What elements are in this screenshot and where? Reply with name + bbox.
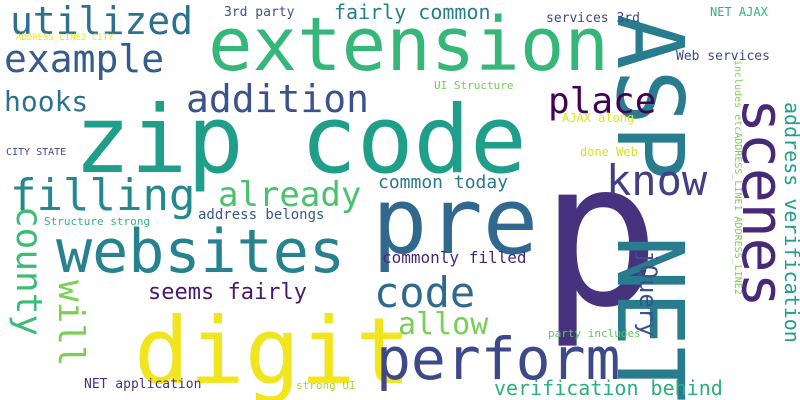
word-address-line2-city: ADDRESS_LINE2 CITY — [16, 33, 114, 43]
word-perform: perform — [376, 325, 621, 393]
word-websites: websites — [56, 217, 345, 287]
word-county: county — [8, 206, 49, 337]
word-digit: digit — [134, 298, 411, 400]
word-city-state: CITY STATE — [6, 147, 67, 158]
word-extension: extension — [208, 2, 609, 88]
word-services-3rd: services 3rd — [546, 11, 640, 26]
word-pre: pre — [372, 168, 539, 275]
word-includes-address-lines: includes etcADDRESS_LINE1 ADDRESS_LINE2 — [732, 60, 743, 295]
word-address-belongs: address belongs — [198, 207, 325, 223]
word-p: p — [540, 119, 661, 352]
word-allow: allow — [398, 307, 489, 342]
word-know: know — [606, 156, 708, 205]
word-strong-ui: strong UI — [296, 379, 356, 392]
word-ui-structure: UI Structure — [434, 79, 514, 92]
word-address-verification: address verification — [780, 102, 800, 343]
word-will: will — [50, 280, 91, 367]
word-common-today: common today — [378, 172, 509, 193]
word-addition: addition — [186, 77, 370, 121]
word-fairly-common: fairly common — [334, 0, 491, 24]
word-hooks: hooks — [4, 85, 89, 118]
word-web-services: Web services — [676, 49, 770, 64]
word-already: already — [218, 175, 362, 215]
word-party-includes: party includes — [548, 327, 641, 340]
word-utilized: utilized — [10, 0, 194, 43]
word-commonly-filled: commonly filled — [382, 248, 527, 267]
word-example: example — [4, 37, 165, 81]
word-structure-strong: Structure strong — [44, 215, 150, 228]
word-done-web: done Web — [580, 145, 638, 159]
word-place: place — [548, 81, 657, 122]
word-filling: filling — [10, 170, 196, 221]
word-net-ajax: NET AJAX — [710, 5, 768, 19]
word-zip-code: zip code — [74, 86, 527, 195]
word-jquery: jQuery — [634, 250, 662, 337]
word-code: code — [374, 268, 476, 317]
word-ajax-along: AJAX along — [562, 111, 635, 125]
word-verification-behind: verification behind — [494, 376, 723, 400]
word-3rd-party: 3rd party — [224, 5, 295, 20]
word-seems-fairly: seems fairly — [148, 280, 307, 305]
word-net-application: NET application — [84, 377, 202, 392]
